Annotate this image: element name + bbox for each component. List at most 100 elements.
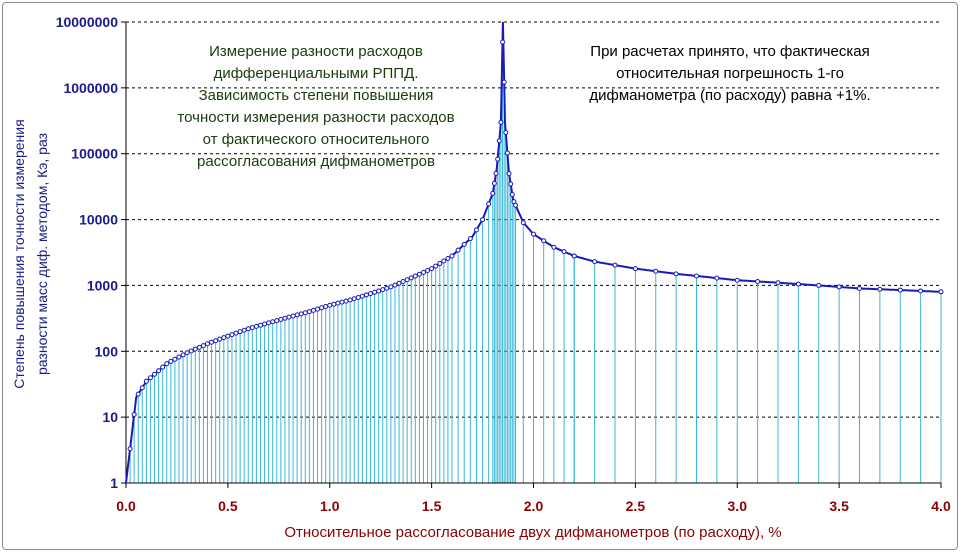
data-point: [184, 350, 190, 356]
data-point: [209, 339, 215, 345]
data-point: [127, 446, 133, 452]
data-point: [400, 279, 406, 285]
data-point: [368, 291, 373, 297]
y-tick-label: 10000000: [56, 14, 119, 30]
data-point: [495, 156, 501, 162]
annotation-line: от фактического относительного: [203, 131, 430, 148]
data-point: [897, 287, 903, 293]
data-point: [408, 275, 414, 281]
data-point: [257, 322, 263, 328]
data-point: [315, 306, 321, 312]
x-tick-label: 3.0: [728, 498, 748, 514]
data-point: [380, 287, 386, 293]
data-point: [286, 314, 292, 320]
data-point: [508, 181, 514, 187]
data-point: [441, 258, 447, 264]
data-point: [612, 262, 618, 268]
y-tick-label: 1: [110, 475, 118, 491]
x-tick-label: 1.0: [320, 498, 340, 514]
data-point: [168, 358, 174, 364]
data-point: [217, 336, 223, 342]
annotation-line: рассогласования дифманометров: [197, 153, 435, 170]
data-point: [176, 354, 182, 360]
data-point: [486, 201, 492, 207]
data-point: [473, 227, 479, 233]
data-point: [372, 289, 378, 295]
y-tick-label: 1000000: [63, 80, 118, 96]
data-point: [490, 190, 496, 196]
data-point: [290, 313, 296, 319]
data-point: [500, 39, 506, 45]
data-point: [714, 275, 720, 281]
data-point: [506, 171, 512, 177]
data-point: [376, 288, 382, 294]
data-point: [561, 249, 567, 255]
data-point: [433, 263, 439, 269]
data-point: [351, 296, 357, 302]
data-point: [241, 327, 247, 333]
data-point: [491, 180, 497, 186]
data-point: [509, 192, 515, 198]
x-tick-label: 2.5: [626, 498, 646, 514]
data-point: [938, 289, 944, 295]
data-point: [327, 302, 333, 308]
y-tick-label: 1000: [87, 277, 118, 293]
data-point: [404, 277, 410, 283]
data-point: [877, 286, 883, 292]
y-axis-label: разности масс диф. методом, Кэ, раз: [34, 133, 50, 375]
data-point: [816, 282, 822, 288]
data-point: [152, 371, 158, 377]
data-point: [164, 361, 170, 367]
data-point: [147, 375, 153, 381]
y-tick-label: 100000: [71, 146, 118, 162]
annotation-line: точности измерения разности расходов: [177, 109, 454, 126]
data-point: [694, 273, 699, 279]
data-point: [143, 378, 149, 384]
data-point: [188, 348, 194, 354]
data-point: [653, 268, 659, 274]
data-point: [412, 273, 418, 279]
data-point: [282, 315, 288, 321]
tick-labels: 1 10 100 1000 10000 100000 1000000 10000000 0.0 0…: [56, 14, 951, 514]
data-point: [298, 311, 304, 317]
stems: [129, 42, 942, 483]
data-point: [221, 335, 227, 341]
data-point: [245, 326, 251, 332]
data-point: [673, 271, 679, 277]
data-point: [455, 247, 461, 253]
annotation-left: Измерение разности расходов дифференциал…: [177, 43, 454, 170]
data-point: [632, 266, 638, 272]
data-point: [306, 309, 312, 315]
data-point: [237, 329, 243, 335]
data-point: [331, 301, 337, 307]
data-point: [541, 238, 547, 244]
data-point: [857, 285, 862, 291]
data-point: [531, 231, 536, 237]
data-point: [343, 298, 349, 304]
x-tick-label: 1.5: [422, 498, 442, 514]
series: [125, 21, 944, 484]
data-point: [501, 79, 507, 85]
data-point: [347, 297, 353, 303]
data-point: [493, 170, 499, 176]
x-tick-label: 0.5: [218, 498, 238, 514]
data-point: [270, 319, 276, 325]
data-point: [467, 236, 473, 242]
data-point: [335, 300, 341, 306]
axes: [121, 21, 942, 488]
data-point: [253, 323, 259, 329]
data-point: [355, 294, 361, 300]
data-point: [392, 282, 398, 288]
data-point: [461, 241, 467, 247]
data-point: [192, 346, 198, 352]
x-axis-label: Относительное рассогласование двух дифма…: [284, 524, 781, 541]
data-point: [229, 332, 235, 338]
data-point: [498, 119, 504, 125]
data-point: [480, 217, 486, 223]
annotation-right: При расчетах принято, что фактическая от…: [589, 43, 870, 104]
annotation-line: При расчетах принято, что фактическая: [590, 43, 869, 60]
data-point: [775, 280, 781, 286]
data-point: [571, 253, 577, 259]
data-point: [504, 150, 510, 156]
